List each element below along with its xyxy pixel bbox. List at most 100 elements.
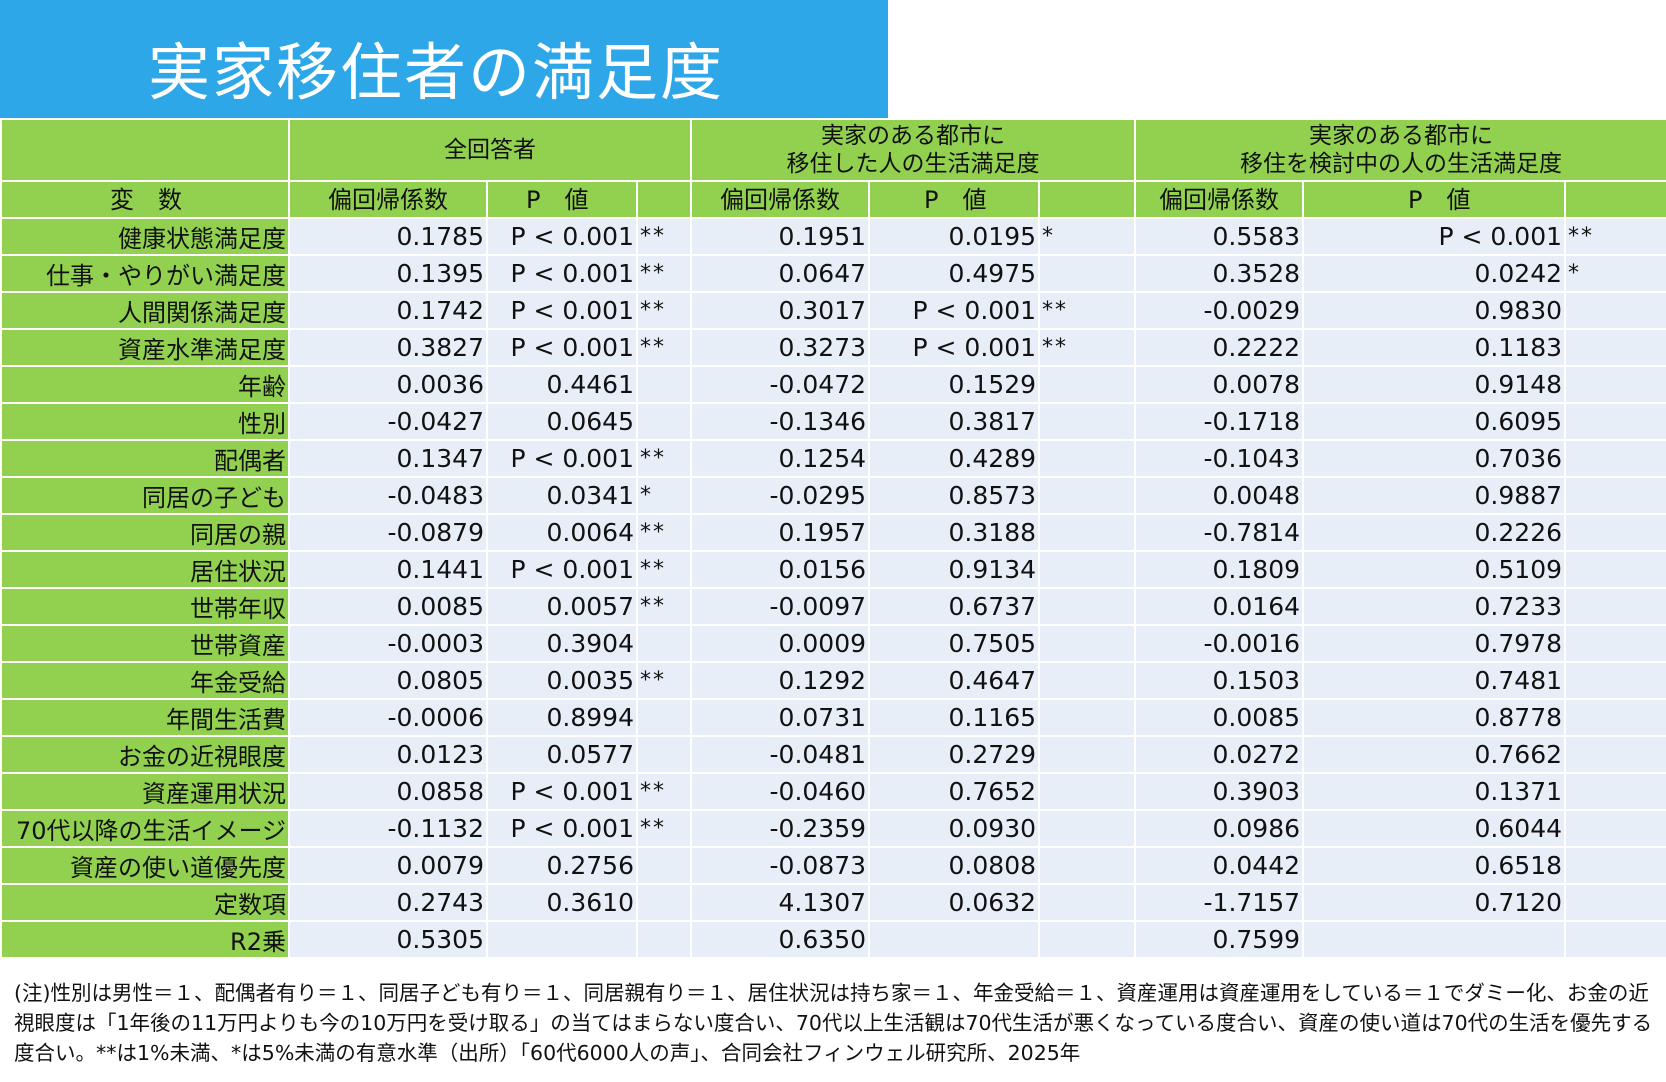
pvalue-cell-all: 0.0057 xyxy=(486,587,638,626)
significance-cell-moved xyxy=(1038,772,1137,811)
pvalue-cell-all: P < 0.001 xyxy=(486,291,638,330)
coef-cell-considering: 0.0085 xyxy=(1134,698,1305,737)
pvalue-cell-all: P < 0.001 xyxy=(486,772,638,811)
pvalue-cell-considering: 0.7233 xyxy=(1302,587,1567,626)
table-row: 世帯資産 -0.0003 0.3904 0.0009 0.7505 -0.0016 0.79… xyxy=(0,624,1666,663)
significance-cell-all: ** xyxy=(635,550,693,589)
column-header-pval-moved: P 値 xyxy=(868,180,1041,219)
table-row: 資産の使い道優先度 0.0079 0.2756 -0.0873 0.0808 0.0442… xyxy=(0,846,1666,885)
significance-cell-moved xyxy=(1038,402,1137,441)
significance-cell-considering xyxy=(1564,698,1666,737)
pvalue-cell-all: P < 0.001 xyxy=(486,217,638,256)
column-header-row: 変 数 偏回帰係数 P 値 偏回帰係数 P 値 偏回帰係数 P 値 xyxy=(0,180,1666,219)
significance-cell-considering xyxy=(1564,365,1666,404)
significance-cell-considering: ** xyxy=(1564,217,1666,256)
coef-cell-considering: 0.0986 xyxy=(1134,809,1305,848)
coef-cell-considering: 0.0272 xyxy=(1134,735,1305,774)
significance-cell-considering xyxy=(1564,328,1666,367)
coef-cell-all: -0.0879 xyxy=(288,513,488,552)
coef-cell-considering: 0.0164 xyxy=(1134,587,1305,626)
column-header-pval-all: P 値 xyxy=(486,180,638,219)
coef-cell-moved: 0.0009 xyxy=(690,624,871,663)
row-label: 同居の親 xyxy=(0,513,290,552)
coef-cell-all: -0.1132 xyxy=(288,809,488,848)
significance-cell-moved: ** xyxy=(1038,291,1137,330)
column-header-sig-moved xyxy=(1038,180,1137,219)
table-row: 資産運用状況 0.0858 P < 0.001 ** -0.0460 0.7652 0.39… xyxy=(0,772,1666,811)
column-header-sig-all xyxy=(635,180,693,219)
coef-cell-considering: 0.1809 xyxy=(1134,550,1305,589)
pvalue-cell-all: 0.0035 xyxy=(486,661,638,700)
column-header-pval-considering: P 値 xyxy=(1302,180,1567,219)
pvalue-cell-considering: 0.0242 xyxy=(1302,254,1567,293)
row-label: 配偶者 xyxy=(0,439,290,478)
significance-cell-moved xyxy=(1038,587,1137,626)
pvalue-cell-considering: 0.6044 xyxy=(1302,809,1567,848)
pvalue-cell-considering: 0.9830 xyxy=(1302,291,1567,330)
significance-cell-moved: * xyxy=(1038,217,1137,256)
row-label: 仕事・やりがい満足度 xyxy=(0,254,290,293)
pvalue-cell-considering: 0.9887 xyxy=(1302,476,1567,515)
coef-cell-all: -0.0003 xyxy=(288,624,488,663)
pvalue-cell-considering: 0.2226 xyxy=(1302,513,1567,552)
coef-cell-moved: 0.0156 xyxy=(690,550,871,589)
coef-cell-moved: -0.0295 xyxy=(690,476,871,515)
coef-cell-moved: 0.1951 xyxy=(690,217,871,256)
coef-cell-moved: -0.1346 xyxy=(690,402,871,441)
group-header-row: 全回答者 実家のある都市に 移住した人の生活満足度 実家のある都市に 移住を検討… xyxy=(0,118,1666,182)
significance-cell-moved: ** xyxy=(1038,328,1137,367)
regression-table: 全回答者 実家のある都市に 移住した人の生活満足度 実家のある都市に 移住を検討… xyxy=(0,118,1666,959)
coef-cell-considering: 0.5583 xyxy=(1134,217,1305,256)
coef-cell-all: 0.1395 xyxy=(288,254,488,293)
group-header-all-label: 全回答者 xyxy=(444,137,536,163)
row-label: 年齢 xyxy=(0,365,290,404)
significance-cell-considering xyxy=(1564,439,1666,478)
group-header-moved: 実家のある都市に 移住した人の生活満足度 xyxy=(690,118,1137,182)
pvalue-cell-moved: 0.1165 xyxy=(868,698,1041,737)
group-header-considering: 実家のある都市に 移住を検討中の人の生活満足度 xyxy=(1134,118,1666,182)
significance-cell-considering xyxy=(1564,920,1666,959)
row-label: 健康状態満足度 xyxy=(0,217,290,256)
coef-cell-moved: 4.1307 xyxy=(690,883,871,922)
coef-cell-moved: 0.6350 xyxy=(690,920,871,959)
significance-cell-moved xyxy=(1038,439,1137,478)
group-header-all: 全回答者 xyxy=(287,118,693,182)
footnote: (注)性別は男性＝１、配偶者有り＝１、同居子ども有り＝１、同居親有り＝１、居住状… xyxy=(14,981,1653,1065)
significance-cell-all xyxy=(635,402,693,441)
table-body: 健康状態満足度 0.1785 P < 0.001 ** 0.1951 0.0195 * 0.5… xyxy=(0,217,1666,959)
coef-cell-considering: 0.3903 xyxy=(1134,772,1305,811)
table-row: 定数項 0.2743 0.3610 4.1307 0.0632 -1.7157 0.7120 xyxy=(0,883,1666,922)
pvalue-cell-all: 0.0577 xyxy=(486,735,638,774)
group-header-considering-label: 実家のある都市に 移住を検討中の人の生活満足度 xyxy=(1240,123,1563,177)
pvalue-cell-considering: 0.7662 xyxy=(1302,735,1567,774)
pvalue-cell-moved: P < 0.001 xyxy=(868,291,1041,330)
title-banner: 実家移住者の満足度 xyxy=(0,0,888,118)
significance-cell-considering xyxy=(1564,550,1666,589)
significance-cell-considering xyxy=(1564,624,1666,663)
pvalue-cell-moved: P < 0.001 xyxy=(868,328,1041,367)
coef-cell-considering: 0.0078 xyxy=(1134,365,1305,404)
table-row: R2乗 0.5305 0.6350 0.7599 xyxy=(0,920,1666,959)
row-label: 定数項 xyxy=(0,883,290,922)
pvalue-cell-considering: 0.7481 xyxy=(1302,661,1567,700)
significance-cell-considering xyxy=(1564,661,1666,700)
significance-cell-all: ** xyxy=(635,587,693,626)
column-header-sig-considering xyxy=(1564,180,1666,219)
coef-cell-all: 0.1785 xyxy=(288,217,488,256)
significance-cell-moved xyxy=(1038,550,1137,589)
pvalue-cell-moved xyxy=(868,920,1041,959)
coef-cell-all: 0.0858 xyxy=(288,772,488,811)
coef-cell-moved: -0.0873 xyxy=(690,846,871,885)
significance-cell-moved xyxy=(1038,883,1137,922)
row-label: 70代以降の生活イメージ xyxy=(0,809,290,848)
significance-cell-moved xyxy=(1038,846,1137,885)
pvalue-cell-all: 0.2756 xyxy=(486,846,638,885)
significance-cell-all xyxy=(635,624,693,663)
significance-cell-moved xyxy=(1038,476,1137,515)
pvalue-cell-moved: 0.7505 xyxy=(868,624,1041,663)
pvalue-cell-moved: 0.1529 xyxy=(868,365,1041,404)
pvalue-cell-moved: 0.6737 xyxy=(868,587,1041,626)
significance-cell-all xyxy=(635,365,693,404)
significance-cell-moved xyxy=(1038,698,1137,737)
pvalue-cell-considering: 0.8778 xyxy=(1302,698,1567,737)
